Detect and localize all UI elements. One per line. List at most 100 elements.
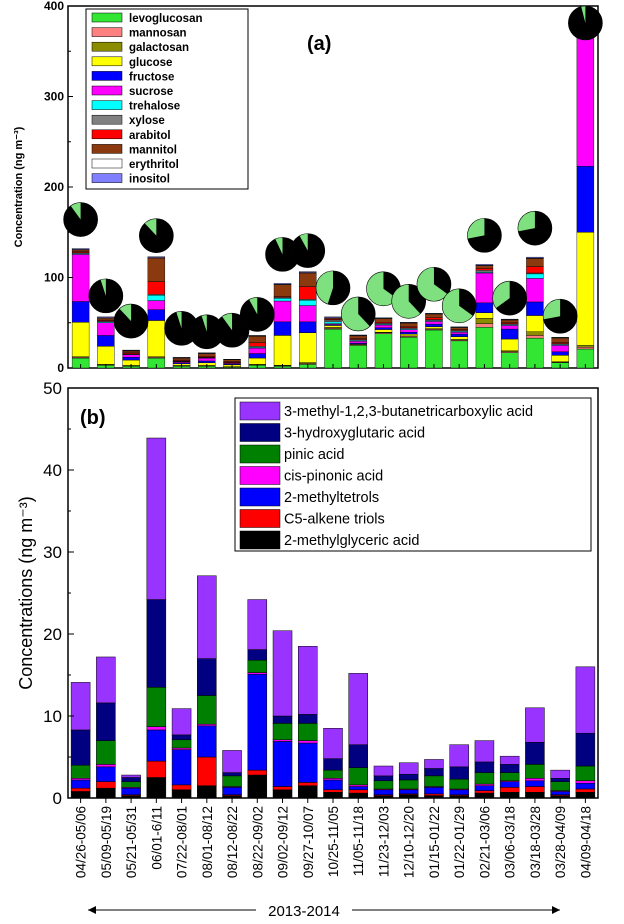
pie-10 [315,270,351,306]
bar-b-pinic-acid-10 [323,769,343,779]
bar-a-glucose-13 [400,333,418,337]
bar-a-mannitol-14 [425,313,443,318]
bar-a-mannitol-11 [349,335,367,339]
bar-a-fructose-9 [299,321,317,333]
legend-b-label-3-hydroxyglutaric-acid: 3-hydroxyglutaric acid [284,426,425,442]
bar-b-3-methyl-1-2-3-butanetricarboxylic-acid-4 [171,708,192,736]
ytick-label-b-20: 20 [43,625,62,644]
bar-a-fructose-2 [122,357,140,361]
pie-17 [492,280,527,316]
bar-b-3-hydroxyglutaric-acid-15 [449,766,469,780]
bar-b-3-methyl-1-2-3-butanetricarboxylic-acid-13 [398,762,419,775]
bar-b-2-methylglyceric-acid-3 [146,777,167,799]
bar-b-pinic-acid-2 [121,781,141,788]
bar-b-2-methyltetrols-4 [171,749,192,786]
pie-slice-dark-10 [327,270,350,305]
bar-a-glucose-18 [526,315,544,333]
bar-b-2-methylglyceric-acid-20 [575,792,596,799]
legend-a-label-fructose: fructose [129,71,174,83]
bar-b-3-methyl-1-2-3-butanetricarboxylic-acid-6 [222,750,242,773]
bar-b-3-hydroxyglutaric-acid-16 [474,761,495,773]
bar-a-levoglucosan-12 [374,333,393,369]
bar-b-2-methylglyceric-acid-19 [550,795,570,799]
bar-b-3-hydroxyglutaric-acid-3 [146,599,167,688]
bar-a-levoglucosan-18 [526,337,544,369]
xtick-label-b-3: 06/01-6/11 [149,806,164,870]
bar-b-3-hydroxyglutaric-acid-9 [298,714,318,724]
bar-b-2-methyltetrols-14 [424,787,444,795]
bar-a-trehalose-10 [324,321,342,324]
bar-a-arabitol-16 [475,268,494,271]
bar-a-fructose-1 [97,335,115,347]
bar-a-fructose-19 [551,351,569,356]
bar-b-c5-alkene-triols-1 [96,781,116,789]
panel-a-legend: levoglucosan mannosan galactosan glucose fru… [85,8,249,190]
pie-11 [340,296,376,332]
bar-b-2-methyltetrols-11 [348,786,368,791]
bar-a-inositol-10 [324,316,342,318]
bar-b-pinic-acid-19 [550,781,570,791]
panel-b-y-axis: 0 10 20 30 40 50 [43,379,74,808]
bar-a-trehalose-3 [147,294,166,301]
bar-b-2-methylglyceric-acid-5 [197,785,217,799]
bar-a-levoglucosan-10 [324,328,342,369]
legend-a-swatch-sucrose [91,85,123,96]
bar-b-c5-alkene-triols-4 [171,784,192,791]
bar-a-mannitol-0 [71,249,90,252]
bar-b-3-methyl-1-2-3-butanetricarboxylic-acid-11 [348,673,368,745]
legend-a-label-mannosan: mannosan [129,28,187,40]
panel-a-y-axis-label: Concentration (ng m⁻³) [13,126,25,247]
bar-a-fructose-0 [71,301,90,323]
bar-b-2-methyltetrols-20 [575,782,596,790]
bar-a-glucose-15 [450,336,468,340]
pie-18 [517,210,553,246]
legend-a-swatch-galactosan [91,41,123,52]
pie-4 [164,311,199,346]
bar-a-sucrose-16 [475,272,494,304]
bar-b-c5-alkene-triols-10 [323,789,343,793]
pie-5 [189,314,225,350]
bar-a-glucose-8 [273,335,292,366]
bar-a-sucrose-5 [198,358,216,362]
pie-16 [467,218,502,253]
bar-a-mannitol-6 [223,359,241,362]
bar-a-inositol-18 [526,256,544,259]
bar-b-c5-alkene-triols-5 [197,756,217,786]
bar-b-3-hydroxyglutaric-acid-14 [424,768,444,777]
bar-a-glucose-9 [299,332,317,363]
bar-a-fructose-18 [526,301,544,316]
bar-b-pinic-acid-15 [449,778,469,790]
bar-b-3-hydroxyglutaric-acid-11 [348,744,368,768]
xtick-label-b-7: 08/22-09/02 [250,806,265,878]
bar-b-2-methylglyceric-acid-0 [70,791,91,799]
legend-a-label-xylose: xylose [129,115,165,127]
bar-a-galactosan-20 [576,345,595,348]
bar-b-c5-alkene-triols-8 [272,786,293,791]
bar-a-mannitol-1 [97,318,115,321]
bar-b-3-methyl-1-2-3-butanetricarboxylic-acid-10 [323,728,343,759]
ytick-label-a-0: 0 [57,361,64,375]
bar-a-sucrose-17 [500,325,519,330]
xtick-label-b-10: 10/25-11/05 [326,806,341,877]
pie-slice-dark-8 [265,237,300,272]
panel-a-y-axis: 0 100 200 300 400 [44,0,586,375]
bar-a-glucose-14 [425,326,443,329]
pie-20 [568,5,603,41]
bar-b-3-methyl-1-2-3-butanetricarboxylic-acid-17 [499,755,520,765]
ytick-label-b-30: 30 [43,543,62,562]
bar-b-pinic-acid-5 [197,695,217,725]
xtick-label-b-18: 03/18-03/28 [528,806,543,878]
pie-slice-dark-20 [568,6,603,40]
bar-b-2-methylglyceric-acid-8 [272,789,293,799]
bar-b-2-methyltetrols-16 [474,785,495,791]
legend-a-label-inositol: inositol [129,174,170,186]
bar-a-xylose-16 [475,270,494,273]
bar-a-mannitol-8 [273,284,292,297]
bar-a-glucose-16 [475,312,494,319]
pie-slice-dark-4 [164,311,199,346]
legend-b-label-3-methyl-1-2-3-butanetricarboxylic-acid: 3-methyl-1,2,3-butanetricarboxylic acid [284,404,533,420]
legend-b-box [234,397,592,552]
bar-b-2-methyltetrols-5 [197,725,217,758]
bar-b-c5-alkene-triols-16 [474,790,495,794]
